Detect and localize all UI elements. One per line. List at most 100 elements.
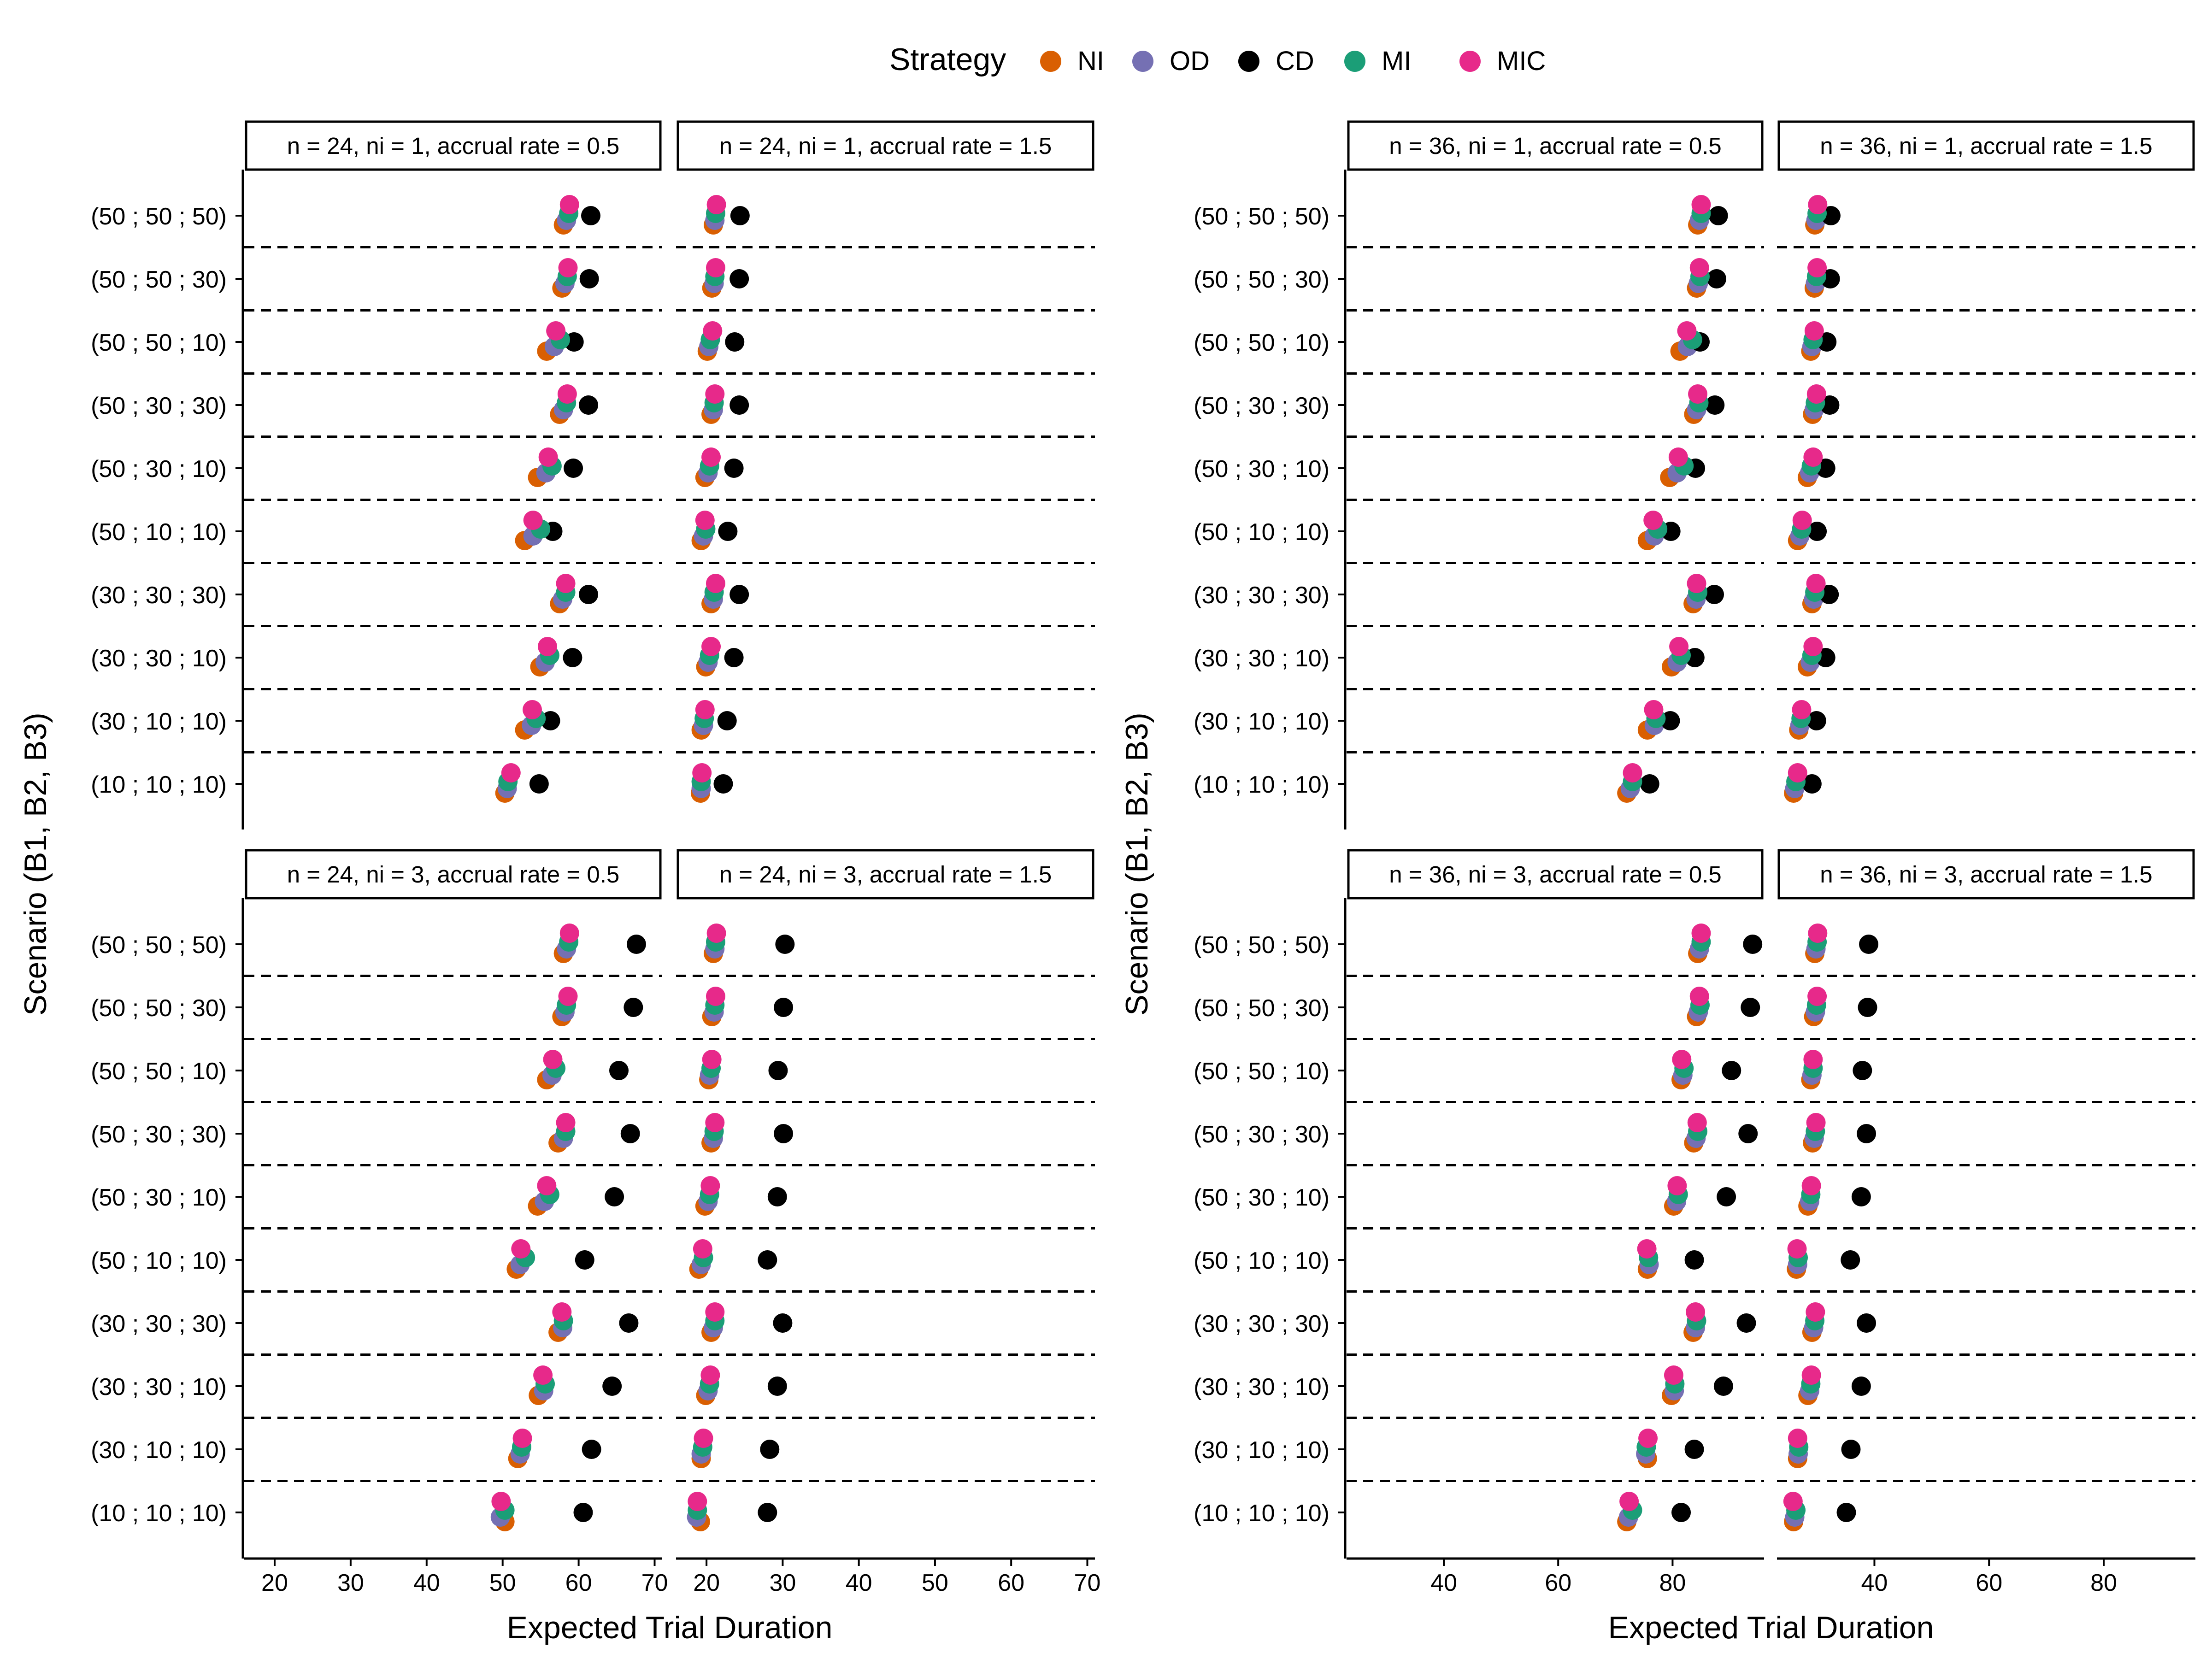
point-cd [605, 1187, 624, 1206]
point-mic [1664, 1365, 1683, 1385]
point-mic [552, 1302, 572, 1322]
point-cd [1816, 459, 1835, 478]
point-mic [695, 511, 715, 530]
legend-key-cd [1238, 51, 1259, 72]
legend-label-mi: MI [1382, 46, 1411, 76]
point-cd [564, 459, 583, 478]
y-tick-label: (50 ; 10 ; 10) [1194, 519, 1330, 546]
point-mic [1804, 321, 1824, 341]
point-mic [1788, 763, 1807, 782]
point-mic [706, 195, 726, 214]
point-cd [767, 1187, 787, 1206]
point-cd [1841, 1250, 1860, 1270]
point-mic [700, 1365, 720, 1385]
point-mic [559, 924, 579, 943]
facet-row-1-2: (50 ; 50 ; 50) (50 ; 50 ; 30) (50 ; 50 ; 1… [91, 849, 1100, 1596]
x-tick-label: 20 [261, 1570, 288, 1596]
y-tick-label: (10 ; 10 ; 10) [1194, 1500, 1330, 1527]
point-mic [523, 511, 543, 530]
panel-n-24-ni-1-accrual-rate-0-5: n = 24, ni = 1, accrual rate = 0.5 [244, 120, 662, 803]
point-mic [1677, 321, 1697, 341]
point-cd [773, 1313, 793, 1333]
point-mic [1792, 700, 1812, 719]
y-axis-title: Scenario (B1, B2, B3) [1119, 712, 1154, 1016]
x-tick-label: 70 [641, 1570, 668, 1596]
point-cd [717, 711, 737, 730]
point-mic [705, 1302, 725, 1322]
y-tick-label: (50 ; 50 ; 50) [91, 932, 227, 959]
point-mic [1691, 924, 1711, 943]
point-mic [1803, 1050, 1823, 1069]
point-cd [1640, 774, 1659, 794]
panel-strip [1347, 849, 1764, 900]
point-cd [1713, 1377, 1733, 1396]
y-tick-label: (50 ; 10 ; 10) [91, 1247, 227, 1274]
y-tick-label: (30 ; 30 ; 10) [1194, 645, 1330, 672]
point-cd [1851, 1377, 1871, 1396]
point-mic [1619, 1492, 1639, 1511]
legend-key-mic [1459, 51, 1481, 72]
point-mic [1623, 763, 1642, 782]
y-tick-label: (50 ; 50 ; 30) [1194, 266, 1330, 293]
point-mic [1792, 511, 1812, 530]
panel-strip-label: n = 24, ni = 1, accrual rate = 1.5 [719, 133, 1052, 159]
point-cd [1841, 1440, 1861, 1459]
point-cd [730, 206, 750, 225]
y-tick-label: (30 ; 30 ; 30) [91, 1311, 227, 1337]
legend-key-ni [1040, 51, 1061, 72]
point-mic [1803, 637, 1823, 656]
y-tick-label: (30 ; 10 ; 10) [91, 708, 227, 735]
y-tick-label: (50 ; 50 ; 10) [1194, 329, 1330, 356]
panels: (50 ; 50 ; 50) (50 ; 50 ; 30) (50 ; 50 ; 1… [18, 120, 2195, 1645]
panel-n-36-ni-1-accrual-rate-1-5: n = 36, ni = 1, accrual rate = 1.5 [1777, 120, 2195, 803]
panel-strip-label: n = 36, ni = 3, accrual rate = 1.5 [1820, 861, 2153, 888]
y-tick-label: (30 ; 30 ; 10) [91, 645, 227, 672]
panel-n-36-ni-1-accrual-rate-0-5: n = 36, ni = 1, accrual rate = 0.5 [1347, 120, 1764, 803]
x-axis-title: Expected Trial Duration [1608, 1610, 1934, 1645]
point-mic [1638, 1429, 1658, 1448]
point-mic [1637, 1239, 1657, 1259]
y-tick-label: (50 ; 30 ; 30) [91, 393, 227, 419]
point-mic [706, 258, 725, 277]
point-cd [1857, 1124, 1877, 1143]
point-mic [1788, 1429, 1807, 1448]
point-mic [558, 987, 578, 1006]
x-axis-title: Expected Trial Duration [507, 1610, 833, 1645]
y-tick-label: (10 ; 10 ; 10) [1194, 771, 1330, 798]
point-cd [724, 648, 744, 667]
point-cd [758, 1250, 777, 1270]
point-mic [523, 700, 542, 719]
point-cd [579, 395, 599, 415]
point-cd [774, 998, 794, 1017]
point-cd [768, 1061, 788, 1080]
point-cd [1853, 1061, 1872, 1080]
y-tick-label: (30 ; 30 ; 10) [1194, 1374, 1330, 1400]
point-mic [1643, 511, 1663, 530]
x-tick-label: 30 [337, 1570, 364, 1596]
point-cd [609, 1061, 629, 1080]
y-tick-label: (50 ; 10 ; 10) [91, 519, 227, 546]
point-mic [1672, 1050, 1692, 1069]
y-tick-label: (30 ; 10 ; 10) [1194, 1437, 1330, 1464]
point-mic [1687, 574, 1706, 593]
point-mic [546, 321, 566, 341]
point-mic [706, 924, 726, 943]
point-cd [1857, 1313, 1877, 1333]
y-axis-title: Scenario (B1, B2, B3) [18, 712, 53, 1016]
point-mic [1644, 700, 1664, 719]
panel-strip-label: n = 24, ni = 3, accrual rate = 1.5 [719, 861, 1052, 888]
point-mic [695, 700, 715, 719]
x-tick-label: 30 [769, 1570, 796, 1596]
point-mic [1808, 195, 1828, 214]
panel-strip-label: n = 24, ni = 1, accrual rate = 0.5 [287, 133, 620, 159]
legend: Strategy NI OD CD MI MIC [889, 42, 1546, 77]
legend-label-od: OD [1170, 46, 1210, 76]
point-mic [537, 637, 557, 656]
y-tick-label: (50 ; 50 ; 10) [91, 329, 227, 356]
point-cd [582, 1440, 601, 1459]
point-cd [724, 459, 744, 478]
point-mic [1691, 195, 1711, 214]
point-mic [1668, 447, 1688, 467]
panel-strip-label: n = 24, ni = 3, accrual rate = 0.5 [287, 861, 620, 888]
y-tick-label: (50 ; 50 ; 50) [1194, 203, 1330, 230]
